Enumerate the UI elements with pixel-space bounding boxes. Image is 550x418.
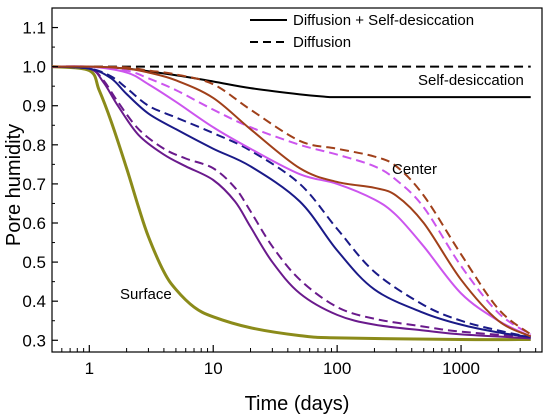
y-tick-label: 0.8: [22, 136, 46, 155]
series-line-10-solid: [52, 65, 532, 338]
legend: Diffusion + Self-desiccation Diffusion: [250, 12, 474, 51]
legend-label-solid: Diffusion + Self-desiccation: [293, 12, 474, 29]
y-tick-label: 0.5: [22, 253, 46, 272]
series-line-11-dashed: [52, 65, 532, 336]
plot-frame: [51, 7, 543, 353]
axes-layer: 0.3 0.4 0.5 0.6 0.7 0.8 0.9 1.0 1.1 1 10 100 1000: [22, 19, 537, 378]
annotation-self-desiccation: Self-desiccation: [418, 72, 524, 89]
annotation-center: Center: [392, 161, 437, 178]
y-tick-label: 0.7: [22, 175, 46, 194]
y-tick-label: 0.9: [22, 97, 46, 116]
series-layer: [52, 65, 532, 342]
y-tick-label: 0.4: [22, 292, 46, 311]
legend-label-dashed: Diffusion: [293, 34, 351, 51]
series-line-9-dashed: [52, 65, 532, 336]
y-tick-label: 1.1: [22, 19, 46, 38]
series-line-7-dashed: [52, 65, 531, 339]
series-line-5-dashed: [52, 65, 531, 339]
y-tick-label: 1.0: [22, 58, 46, 77]
x-tick-label: 1000: [442, 359, 480, 378]
series-line-3-solid: [52, 65, 531, 342]
x-tick-label: 1: [85, 359, 94, 378]
y-axis-title: Pore humidity: [3, 124, 25, 246]
annotation-surface: Surface: [120, 286, 172, 303]
series-line-4-solid: [52, 65, 531, 340]
series-line-6-solid: [52, 65, 531, 339]
x-tick-label: 100: [323, 359, 351, 378]
y-tick-label: 0.6: [22, 214, 46, 233]
x-tick-label: 10: [204, 359, 223, 378]
x-axis-title: Time (days): [245, 393, 350, 415]
series-line-8-solid: [52, 65, 532, 338]
y-tick-label: 0.3: [22, 331, 46, 350]
